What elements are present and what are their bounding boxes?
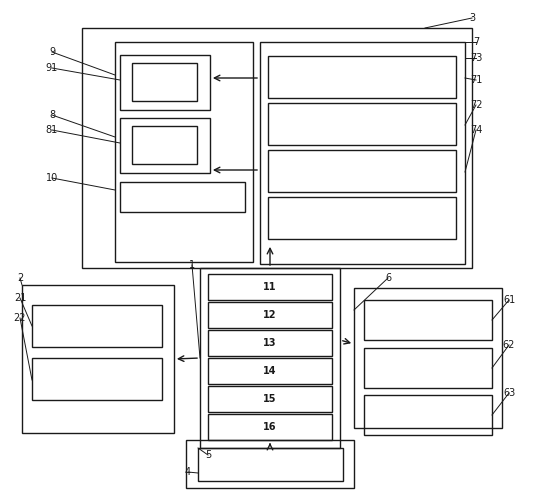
Text: 21: 21 — [14, 293, 26, 303]
Text: 2: 2 — [17, 273, 23, 283]
Text: 5: 5 — [205, 450, 211, 460]
Text: 73: 73 — [470, 53, 482, 63]
Bar — [22, 285, 174, 433]
Bar — [32, 305, 162, 347]
Bar — [120, 118, 210, 173]
Bar — [132, 63, 197, 101]
Bar — [82, 28, 472, 268]
Text: 8: 8 — [49, 110, 55, 120]
Bar — [120, 55, 210, 110]
Text: 72: 72 — [470, 100, 482, 110]
Text: 74: 74 — [470, 125, 482, 135]
Text: 71: 71 — [470, 75, 482, 85]
Bar — [364, 395, 492, 435]
Bar — [354, 288, 502, 428]
Bar — [200, 268, 340, 448]
Bar — [208, 274, 332, 300]
Bar — [208, 302, 332, 328]
Text: 6: 6 — [385, 273, 391, 283]
Bar — [132, 126, 197, 164]
Bar — [208, 330, 332, 356]
Text: 91: 91 — [46, 63, 58, 73]
Bar — [32, 358, 162, 400]
Text: 3: 3 — [469, 13, 475, 23]
Bar — [364, 300, 492, 340]
Text: 63: 63 — [503, 388, 515, 398]
Text: 4: 4 — [185, 467, 191, 477]
Text: 61: 61 — [503, 295, 515, 305]
Text: 16: 16 — [263, 422, 277, 432]
Text: 81: 81 — [46, 125, 58, 135]
Bar — [268, 150, 456, 192]
Text: 15: 15 — [263, 394, 277, 404]
Bar — [208, 358, 332, 384]
Text: 1: 1 — [189, 260, 195, 270]
Bar — [260, 42, 465, 264]
Text: 22: 22 — [14, 313, 26, 323]
Bar — [186, 440, 354, 488]
Text: 9: 9 — [49, 47, 55, 57]
Text: 10: 10 — [46, 173, 58, 183]
Bar — [198, 448, 343, 481]
Text: 12: 12 — [263, 310, 277, 320]
Text: 62: 62 — [503, 340, 515, 350]
Bar — [268, 103, 456, 145]
Text: 7: 7 — [473, 37, 479, 47]
Text: 11: 11 — [263, 282, 277, 292]
Bar — [208, 414, 332, 440]
Bar — [115, 42, 253, 262]
Bar — [120, 182, 245, 212]
Bar — [364, 348, 492, 388]
Bar — [268, 56, 456, 98]
Bar — [208, 386, 332, 412]
Bar — [268, 197, 456, 239]
Text: 13: 13 — [263, 338, 277, 348]
Text: 14: 14 — [263, 366, 277, 376]
